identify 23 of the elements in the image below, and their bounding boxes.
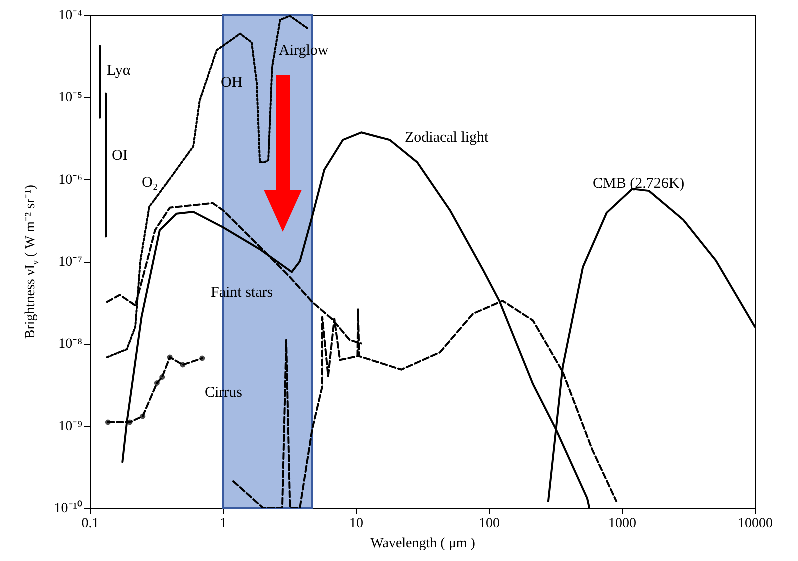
x-tick-label: 1000 — [608, 516, 636, 532]
annotation: Airglow — [279, 43, 329, 59]
annotation: Lyα — [107, 63, 131, 79]
annotation: OH — [221, 75, 243, 91]
annotation: Cirrus — [205, 385, 243, 401]
y-tick-label: 10⁻⁹ — [58, 419, 83, 434]
annotation: O₂ — [142, 175, 158, 191]
x-tick-label: 10000 — [738, 516, 773, 532]
annotation: Faint stars — [211, 285, 274, 301]
annotation: CMB (2.726K) — [593, 176, 685, 192]
x-axis-title: Wavelength ( μm ) — [370, 536, 476, 552]
y-tick-label: 10⁻⁵ — [58, 90, 83, 106]
y-tick-label: 10⁻⁷ — [58, 255, 83, 270]
x-tick-label: 100 — [479, 516, 500, 532]
y-tick-label: 10⁻⁸ — [58, 337, 83, 352]
y-tick-label: 10⁻⁴ — [58, 8, 83, 24]
x-tick-label: 1 — [220, 516, 227, 532]
x-tick-label: 0.1 — [82, 516, 100, 532]
y-tick-label: 10⁻¹⁰ — [54, 500, 82, 516]
y-tick-label: 10⁻⁶ — [58, 172, 83, 188]
annotation: OI — [112, 148, 128, 164]
x-tick-label: 10 — [350, 516, 364, 532]
annotation: Zodiacal light — [405, 130, 490, 146]
